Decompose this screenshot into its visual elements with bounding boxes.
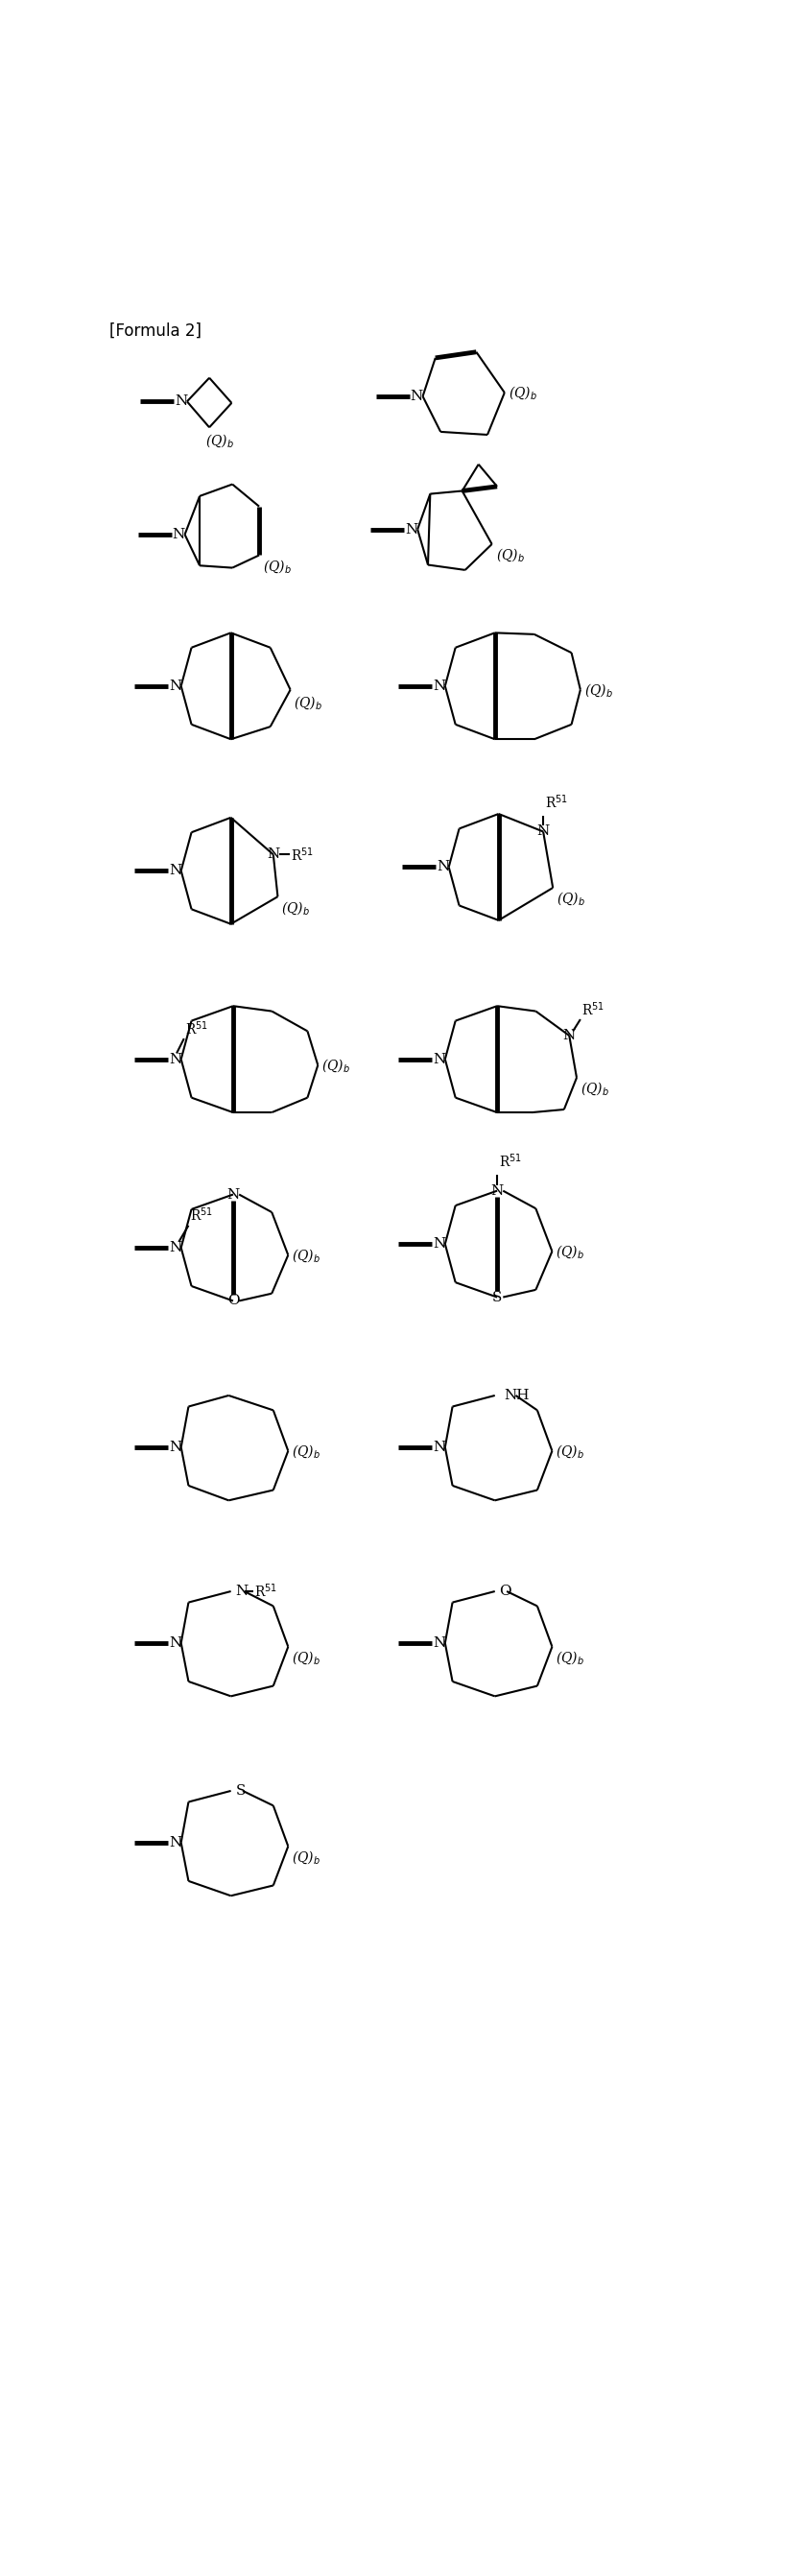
Text: (Q)$_b$: (Q)$_b$ [496,546,525,564]
Text: N: N [491,1185,504,1198]
Text: R$^{51}$: R$^{51}$ [185,1020,209,1038]
Text: N: N [433,1054,446,1066]
Text: R$^{51}$: R$^{51}$ [545,793,567,811]
Text: N: N [175,394,188,407]
Text: N: N [433,1236,446,1252]
Text: N: N [267,848,280,860]
Text: N: N [563,1028,575,1043]
Text: R$^{51}$: R$^{51}$ [581,999,604,1018]
Text: (Q)$_b$: (Q)$_b$ [263,559,292,574]
Text: N: N [405,523,418,536]
Text: (Q)$_b$: (Q)$_b$ [292,1247,321,1265]
Text: O: O [500,1584,512,1597]
Text: N: N [433,680,446,693]
Text: (Q)$_b$: (Q)$_b$ [292,1649,321,1667]
Text: R$^{51}$: R$^{51}$ [499,1151,521,1170]
Text: (Q)$_b$: (Q)$_b$ [281,899,310,917]
Text: S: S [492,1291,502,1303]
Text: O: O [227,1293,239,1309]
Text: R$^{51}$: R$^{51}$ [255,1582,278,1600]
Text: (Q)$_b$: (Q)$_b$ [322,1056,351,1074]
Text: (Q)$_b$: (Q)$_b$ [556,1242,584,1260]
Text: (Q)$_b$: (Q)$_b$ [292,1850,321,1865]
Text: N: N [235,1584,248,1597]
Text: N: N [172,528,185,541]
Text: N: N [168,1440,181,1453]
Text: N: N [168,1054,181,1066]
Text: [Formula 2]: [Formula 2] [110,322,202,340]
Text: N: N [168,863,181,878]
Text: (Q)$_b$: (Q)$_b$ [292,1443,321,1461]
Text: (Q)$_b$: (Q)$_b$ [509,384,537,402]
Text: N: N [433,1440,446,1453]
Text: N: N [537,824,550,837]
Text: NH: NH [504,1388,530,1401]
Text: R$^{51}$: R$^{51}$ [290,845,314,863]
Text: (Q)$_b$: (Q)$_b$ [556,1649,584,1667]
Text: N: N [168,680,181,693]
Text: N: N [168,1636,181,1649]
Text: R$^{51}$: R$^{51}$ [190,1206,213,1224]
Text: (Q)$_b$: (Q)$_b$ [206,433,235,448]
Text: (Q)$_b$: (Q)$_b$ [580,1079,609,1097]
Text: (Q)$_b$: (Q)$_b$ [584,680,613,698]
Text: N: N [168,1242,181,1255]
Text: N: N [226,1188,239,1200]
Text: (Q)$_b$: (Q)$_b$ [557,891,585,907]
Text: N: N [433,1636,446,1649]
Text: S: S [235,1785,245,1798]
Text: (Q)$_b$: (Q)$_b$ [556,1443,584,1461]
Text: N: N [437,860,449,873]
Text: N: N [168,1837,181,1850]
Text: N: N [410,389,423,402]
Text: (Q)$_b$: (Q)$_b$ [294,696,323,711]
